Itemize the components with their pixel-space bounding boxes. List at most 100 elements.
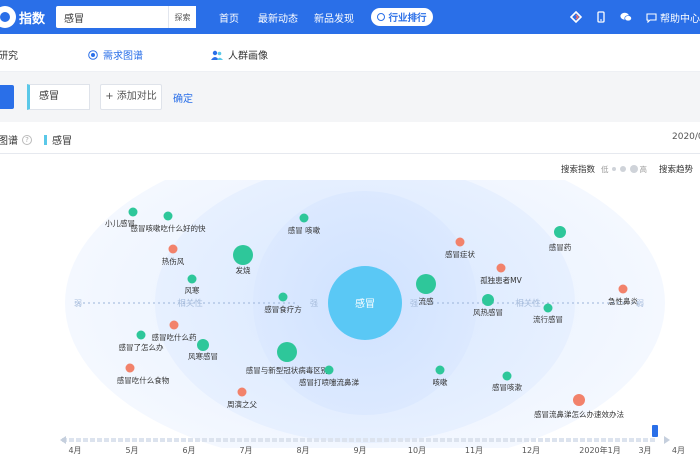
help-center-link[interactable]: 帮助中心 [646, 10, 700, 25]
confirm-button[interactable]: 确定 [173, 94, 193, 105]
legend-low: 低 [601, 164, 609, 174]
tab-demand-graph-label: 需求图谱 [103, 51, 143, 62]
center-keyword-node[interactable]: 感冒 [328, 266, 402, 340]
keyword-label: 流感 [419, 296, 434, 306]
collapse-handle[interactable] [0, 85, 14, 109]
keyword-node[interactable]: 感冒食疗方 [264, 292, 302, 315]
keyword-node[interactable]: 感冒症状 [445, 237, 475, 260]
keyword-node[interactable]: 热伤风 [162, 244, 185, 267]
keyword-node[interactable]: 发烧 [233, 245, 253, 275]
keyword-node[interactable]: 咳嗽 [433, 365, 448, 388]
keyword-label: 流行感冒 [533, 314, 563, 324]
keyword-node[interactable]: 感冒咳漱 [492, 371, 522, 393]
keyword-node[interactable]: 风寒 [185, 274, 200, 296]
keyword-bubble [168, 244, 178, 254]
keyword-bubble [233, 245, 253, 265]
search-trend-label: 搜索趋势 [659, 165, 694, 175]
keyword-node[interactable]: 风热感冒 [473, 294, 503, 317]
search-input[interactable] [56, 6, 168, 28]
relevance-axis: 弱 相关性 强 强 相关性 弱 [74, 298, 644, 309]
keyword-label: 孤独患者MV [480, 275, 522, 285]
keyword-label: 感冒咳漱 [492, 382, 522, 392]
timeline-label: 11月 [465, 446, 483, 455]
timeline-label: 4月 [68, 446, 81, 455]
keyword-node[interactable]: 感冒了怎么办 [119, 330, 164, 353]
keyword-label: 热伤风 [162, 256, 185, 266]
keyword-label: 感冒食疗方 [264, 304, 302, 314]
keyword-bubble [299, 213, 309, 223]
time-slider[interactable]: 4月 5月 6月 7月 8月 9月 10月 11月 12月 2020年1月 3月 4月 [60, 425, 685, 455]
keyword-label: 感冒症状 [445, 249, 475, 259]
brand-app-icon[interactable] [570, 11, 582, 23]
mobile-icon[interactable] [595, 11, 607, 23]
top-nav-bar: 指数 探索 首页 最新动态 新品发现 行业排行 帮助中心 [0, 0, 700, 34]
help-center-label: 帮助中心 [660, 14, 700, 25]
search-index-label: 搜索指数 [561, 165, 596, 175]
help-icon[interactable]: ? [22, 134, 32, 145]
timeline-label: 6月 [182, 446, 195, 455]
keyword-bubble [277, 342, 297, 362]
timeline-label: 4月 [672, 446, 685, 455]
keyword-label: 感冒打喷嚏流鼻涕 [299, 377, 359, 387]
tab-crowd-profile[interactable]: 人群画像 [211, 47, 268, 62]
timeline-label: 3月 [638, 446, 651, 455]
graph-title: 图谱 ? [0, 132, 32, 147]
keyword-bubble [324, 365, 334, 375]
keyword-bubble [618, 284, 628, 294]
keyword-bubble [197, 339, 209, 351]
keyword-bubble [128, 207, 138, 217]
keyword-node[interactable]: 感冒打喷嚏流鼻涕 [299, 365, 359, 388]
keyword-node[interactable]: 感冒吃什么食物 [117, 363, 170, 386]
nav-home[interactable]: 首页 [219, 14, 239, 25]
add-compare-button[interactable]: + 添加对比 [100, 84, 162, 110]
timeline-handle[interactable] [652, 425, 658, 437]
keyword-chip[interactable]: 感冒 [27, 84, 90, 110]
keyword-bubble [125, 363, 135, 373]
tab-research[interactable]: 研究 [0, 47, 18, 62]
industry-ranking-button[interactable]: 行业排行 [371, 8, 433, 26]
keyword-bubble [163, 211, 173, 221]
axis-right-end: 弱 [636, 299, 644, 308]
keyword-node[interactable]: 感冒流鼻涕怎么办速效办法 [534, 394, 624, 419]
timeline-right-arrow[interactable] [664, 436, 670, 444]
keyword-node[interactable]: 孤独患者MV [480, 263, 523, 286]
keyword-node[interactable]: 流感 [416, 274, 436, 306]
search-box: 探索 [56, 6, 196, 28]
wechat-icon[interactable] [620, 11, 632, 23]
graph-keyword: 感冒 [44, 132, 72, 147]
logo[interactable]: 指数 [0, 5, 45, 29]
nav-new-products[interactable]: 新品发现 [314, 14, 354, 25]
keyword-node[interactable]: 小儿感冒 [105, 207, 138, 229]
nav-latest[interactable]: 最新动态 [258, 14, 298, 25]
keyword-node[interactable]: 感冒药 [549, 226, 572, 252]
timeline-label: 8月 [296, 446, 309, 455]
keyword-node[interactable]: 感冒 咳嗽 [288, 213, 321, 236]
timeline-label: 10月 [408, 446, 426, 455]
keyword-node[interactable]: 感冒咳嗽吃什么好的快 [131, 211, 206, 234]
timeline-left-arrow[interactable] [60, 436, 66, 444]
graph-date: 2020/04 [672, 132, 700, 142]
axis-right-label: 相关性 [515, 298, 541, 309]
tab-demand-graph[interactable]: 需求图谱 [88, 47, 143, 62]
chat-bubble-icon [646, 13, 657, 23]
keyword-node[interactable]: 风寒感冒 [188, 339, 218, 361]
keyword-node[interactable]: 流行感冒 [533, 303, 563, 325]
keyword-label: 咳嗽 [433, 377, 448, 387]
logo-icon [0, 6, 16, 28]
legend-dot-medium [619, 166, 626, 172]
search-button[interactable]: 探索 [168, 6, 196, 28]
compare-bar: 感冒 + 添加对比 确定 [0, 72, 700, 122]
target-icon [88, 49, 98, 60]
keyword-node[interactable]: 感冒与新型冠状病毒区别 [246, 342, 329, 375]
keyword-node[interactable]: 急性鼻炎 [608, 284, 638, 307]
search-trend-legend: 搜索趋势 [659, 163, 693, 175]
keyword-bubble [502, 371, 512, 381]
search-index-legend: 搜索指数 低 高 [561, 163, 647, 176]
keyword-label: 小儿感冒 [105, 218, 135, 228]
keyword-bubble [482, 294, 494, 306]
keyword-node[interactable]: 周演之父 [227, 387, 257, 410]
keyword-node[interactable]: 感冒吃什么药 [152, 320, 197, 343]
graph-title-label: 图谱 [0, 136, 18, 147]
